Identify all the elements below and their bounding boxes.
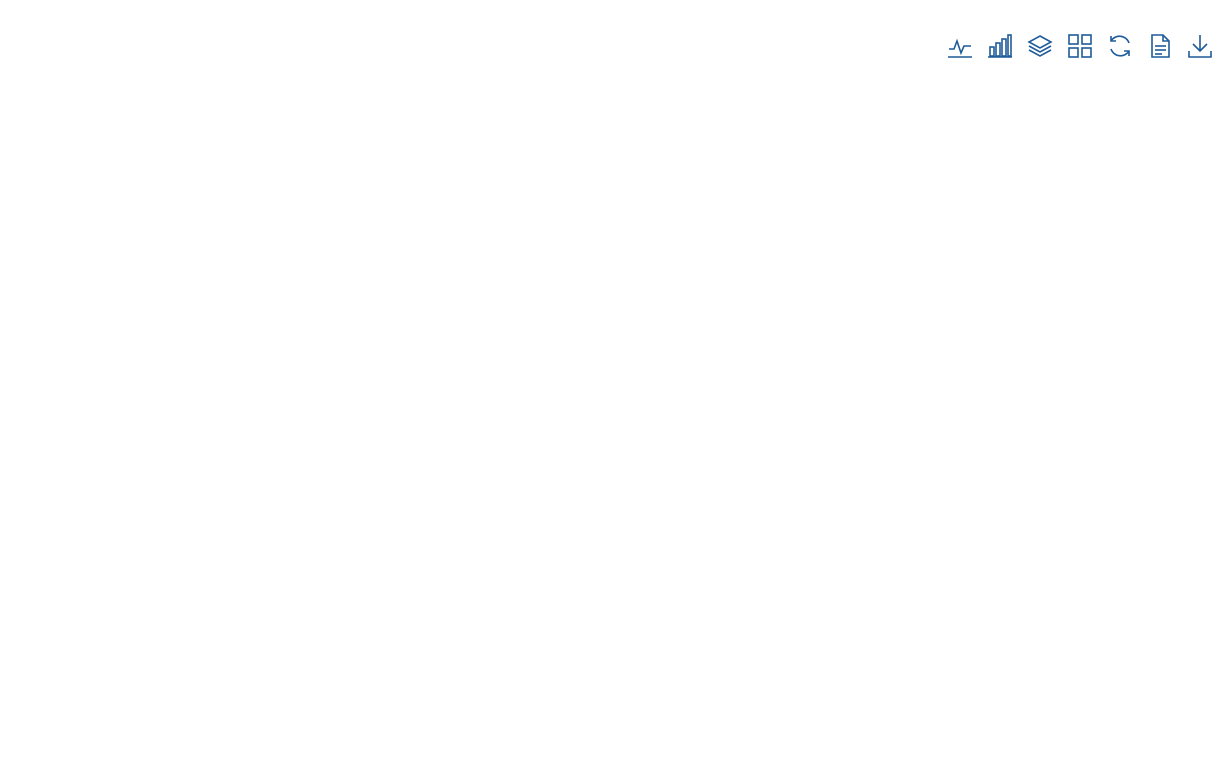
chart-toolbox bbox=[936, 30, 1216, 62]
tiled-icon[interactable] bbox=[1064, 30, 1096, 62]
line-chart-icon[interactable] bbox=[944, 30, 976, 62]
restore-icon[interactable] bbox=[1104, 30, 1136, 62]
save-image-icon[interactable] bbox=[1184, 30, 1216, 62]
stack-icon[interactable] bbox=[1024, 30, 1056, 62]
data-view-icon[interactable] bbox=[1144, 30, 1176, 62]
bar-chart-icon[interactable] bbox=[984, 30, 1016, 62]
